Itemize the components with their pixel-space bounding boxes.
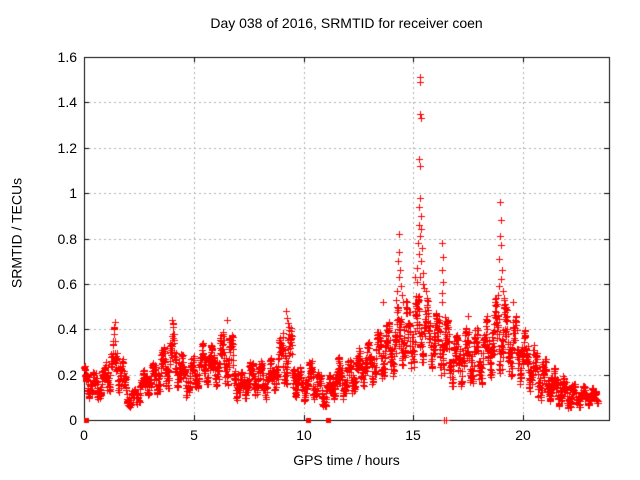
x-tick-label: 0 [80, 427, 88, 443]
x-tick-label: 10 [296, 427, 312, 443]
y-tick-label: 1 [69, 185, 77, 201]
x-axis-title: GPS time / hours [293, 452, 400, 468]
y-tick-label: 0.4 [57, 321, 77, 337]
y-tick-label: 1.6 [57, 49, 77, 65]
y-tick-label: 0.8 [57, 231, 77, 247]
chart-title: Day 038 of 2016, SRMTID for receiver coe… [210, 15, 483, 31]
y-tick-label: 0.2 [57, 367, 77, 383]
x-tick-label: 15 [405, 427, 421, 443]
y-tick-label: 0 [69, 412, 77, 428]
y-tick-label: 1.4 [57, 94, 77, 110]
x-tick-label: 20 [515, 427, 531, 443]
y-tick-label: 1.2 [57, 140, 77, 156]
y-tick-label: 0.6 [57, 276, 77, 292]
x-tick-label: 5 [190, 427, 198, 443]
